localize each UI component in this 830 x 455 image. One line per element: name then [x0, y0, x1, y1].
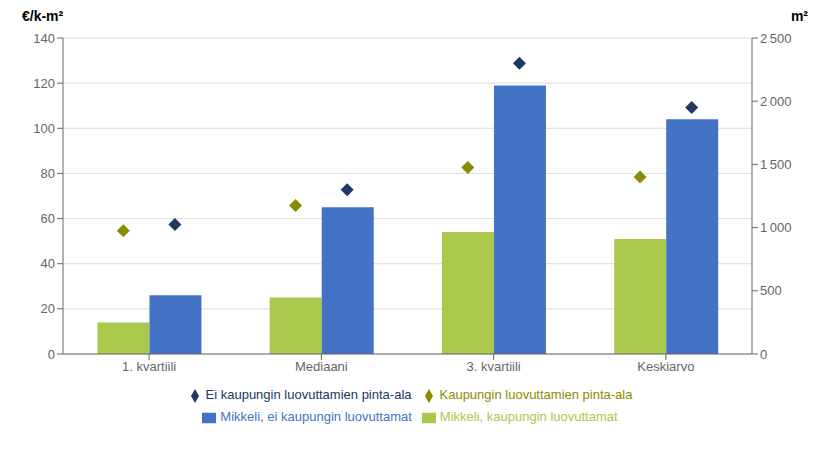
html-text:Mikkeli, ei kaupungin luovutta: Mikkeli, ei kaupungin luovuttamat: [220, 409, 412, 424]
svg-text:1. kvartiili: 1. kvartiili: [122, 359, 176, 374]
svg-text:100: 100: [33, 121, 55, 136]
svg-text:0: 0: [760, 347, 767, 362]
svg-text:140: 140: [33, 31, 55, 46]
svg-text:60: 60: [41, 211, 55, 226]
svg-text:3. kvartiili: 3. kvartiili: [467, 359, 521, 374]
svg-text:500: 500: [760, 283, 782, 298]
svg-text:1 000: 1 000: [760, 220, 792, 235]
html-text:Mikkeli, kaupungin luovuttamat: Mikkeli, kaupungin luovuttamat: [439, 409, 618, 424]
svg-text:120: 120: [33, 76, 55, 91]
html-text:Ei kaupungin luovuttamien pint: Ei kaupungin luovuttamien pinta-ala: [205, 387, 412, 402]
svg-text:20: 20: [41, 301, 55, 316]
svg-text:Mediaani: Mediaani: [295, 359, 348, 374]
svg-text:40: 40: [41, 256, 55, 271]
svg-text:Keskiarvo: Keskiarvo: [637, 359, 694, 374]
svg-text:1 500: 1 500: [760, 157, 792, 172]
svg-text:2 000: 2 000: [760, 94, 792, 109]
html-text:€/k-m²: €/k-m²: [22, 8, 64, 24]
html-text:Kaupungin luovuttamien pinta-a: Kaupungin luovuttamien pinta-ala: [439, 387, 633, 402]
svg-text:80: 80: [41, 166, 55, 181]
svg-text:0: 0: [48, 347, 55, 362]
svg-text:2 500: 2 500: [760, 31, 792, 46]
html-text:m²: m²: [790, 8, 808, 24]
